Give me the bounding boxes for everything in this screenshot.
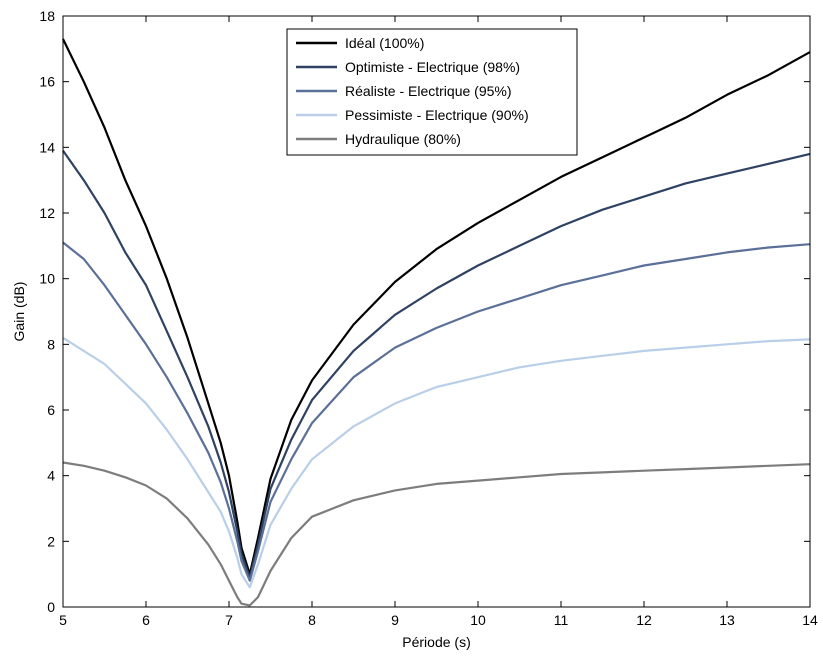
x-tick-label: 9 xyxy=(391,612,399,628)
series-line-2 xyxy=(62,241,811,582)
y-axis-label: Gain (dB) xyxy=(11,282,27,342)
x-tick-label: 8 xyxy=(308,612,316,628)
x-tick-label: 6 xyxy=(142,612,150,628)
plot-area-frame xyxy=(62,15,811,608)
y-tick-label: 8 xyxy=(47,336,55,352)
legend-label: Pessimiste - Electrique (90%) xyxy=(345,107,529,123)
x-tick-label: 10 xyxy=(470,612,486,628)
legend-label: Hydraulique (80%) xyxy=(345,131,461,147)
y-tick-label: 4 xyxy=(47,468,55,484)
x-tick-label: 11 xyxy=(554,612,569,628)
y-tick-label: 18 xyxy=(39,8,55,24)
legend: Idéal (100%) Optimiste - Electrique (98%)… xyxy=(286,28,578,156)
y-tick-label: 2 xyxy=(47,533,55,549)
series-line-0 xyxy=(62,38,811,576)
y-tick-label: 10 xyxy=(39,271,55,287)
x-tick-label: 13 xyxy=(719,612,735,628)
legend-label: Idéal (100%) xyxy=(345,35,424,51)
x-tick-label: 5 xyxy=(59,612,67,628)
series-lines xyxy=(62,38,811,607)
y-tick-label: 0 xyxy=(47,599,55,615)
x-tick-label: 12 xyxy=(636,612,652,628)
legend-label: Réaliste - Electrique (95%) xyxy=(345,83,512,99)
y-tick-label: 16 xyxy=(39,74,55,90)
y-tick-label: 6 xyxy=(47,402,55,418)
series-line-3 xyxy=(62,336,811,589)
series-line-4 xyxy=(62,461,811,607)
x-tick-label: 14 xyxy=(802,612,818,628)
x-axis-label: Période (s) xyxy=(402,634,470,650)
axis-ticks: 5 6 7 8 9 10 11 12 13 14 0 2 4 6 8 10 12 14 16 18 xyxy=(39,8,818,628)
x-tick-label: 7 xyxy=(225,612,233,628)
y-tick-label: 14 xyxy=(39,139,55,155)
y-tick-label: 12 xyxy=(39,205,55,221)
legend-label: Optimiste - Electrique (98%) xyxy=(345,59,520,75)
series-line-1 xyxy=(62,149,811,579)
